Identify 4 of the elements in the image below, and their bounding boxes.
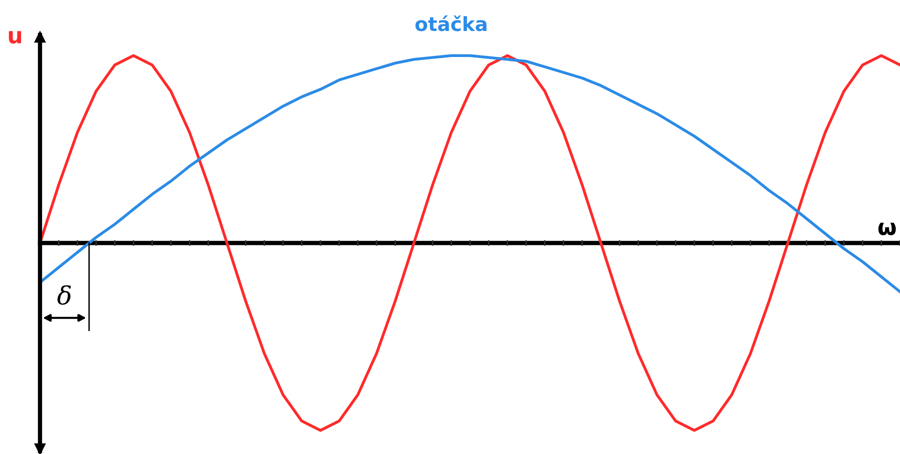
- x-axis-title: ω: [878, 222, 896, 236]
- annotation: δ: [58, 285, 71, 305]
- y-axis-title: u: [8, 31, 22, 44]
- series-label: otáčka: [415, 15, 486, 32]
